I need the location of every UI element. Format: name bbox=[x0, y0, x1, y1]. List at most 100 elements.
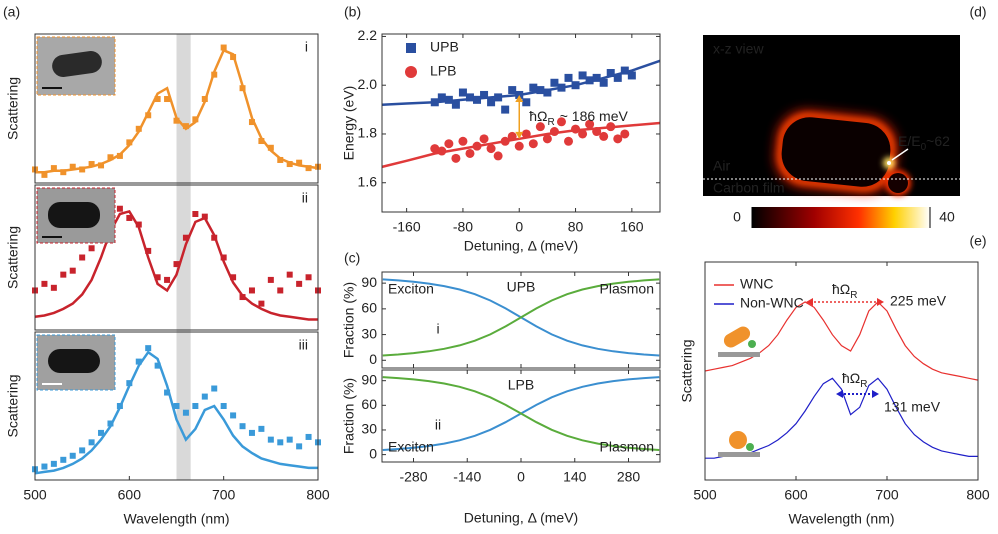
data-point bbox=[458, 88, 467, 97]
axis-box bbox=[34, 33, 319, 184]
data-point bbox=[286, 436, 293, 443]
data-point bbox=[88, 245, 95, 252]
splitting-value: 225 meV bbox=[890, 293, 947, 309]
subscript: R bbox=[548, 117, 555, 128]
y-tick-label: 2.0 bbox=[358, 76, 378, 92]
data-point bbox=[98, 162, 105, 169]
legend-marker bbox=[406, 43, 416, 53]
x-tick-label: 80 bbox=[568, 219, 584, 235]
x-tick-label: -280 bbox=[399, 469, 427, 485]
data-point bbox=[465, 148, 475, 158]
data-point bbox=[522, 98, 531, 107]
x-tick-label: 500 bbox=[23, 487, 47, 503]
data-point bbox=[88, 439, 95, 446]
fit-line bbox=[34, 350, 318, 475]
data-point bbox=[606, 69, 615, 78]
y-axis-label: Energy (eV) bbox=[341, 86, 357, 161]
axis-box bbox=[34, 331, 319, 481]
panel-label: (d) bbox=[969, 4, 986, 20]
data-point bbox=[578, 129, 588, 139]
data-point bbox=[296, 159, 303, 166]
data-point bbox=[458, 136, 468, 146]
data-point bbox=[536, 86, 545, 95]
data-point bbox=[164, 276, 171, 283]
data-point bbox=[41, 463, 48, 470]
data-point bbox=[220, 254, 227, 261]
data-point bbox=[50, 165, 57, 172]
data-point bbox=[564, 73, 573, 82]
data-point bbox=[606, 122, 616, 132]
subplot-title: UPB bbox=[507, 279, 536, 295]
data-point bbox=[430, 144, 440, 154]
data-point bbox=[88, 161, 95, 168]
text-part: ħΩ bbox=[529, 108, 547, 124]
data-point bbox=[258, 425, 265, 432]
x-tick-label: 800 bbox=[966, 487, 990, 503]
y-tick-label: 60 bbox=[361, 300, 377, 316]
legend-label: LPB bbox=[430, 63, 456, 79]
data-point bbox=[627, 71, 636, 80]
data-point bbox=[60, 271, 67, 278]
subplot-label: ii bbox=[435, 417, 441, 433]
data-point bbox=[508, 86, 517, 95]
data-point bbox=[549, 127, 559, 137]
splitting-value: 131 meV bbox=[884, 399, 941, 415]
x-tick-label: 800 bbox=[306, 487, 330, 503]
y-tick-label: 30 bbox=[361, 421, 377, 437]
data-point bbox=[98, 429, 105, 436]
y-axis-label: Fraction (%) bbox=[341, 282, 357, 358]
data-point bbox=[69, 163, 76, 170]
data-point bbox=[487, 98, 496, 107]
data-point bbox=[69, 452, 76, 459]
fit-line bbox=[34, 209, 318, 321]
data-point bbox=[267, 436, 274, 443]
data-point bbox=[592, 127, 602, 137]
x-tick-label: 0 bbox=[515, 219, 523, 235]
y-tick-label: 2.2 bbox=[358, 27, 378, 43]
data-point bbox=[126, 139, 133, 146]
text-part: ħΩ bbox=[832, 281, 850, 297]
text-part: ~62 bbox=[926, 133, 950, 149]
data-point bbox=[277, 156, 284, 163]
data-point bbox=[286, 271, 293, 278]
data-point bbox=[571, 124, 581, 134]
data-point bbox=[60, 456, 67, 463]
data-point bbox=[50, 284, 57, 291]
x-axis-label: Detuning, Δ (meV) bbox=[464, 510, 578, 526]
y-axis-label: Scattering bbox=[5, 226, 21, 289]
series-label: Plasmon bbox=[600, 439, 654, 455]
data-point bbox=[521, 129, 531, 139]
y-axis-label: Scattering bbox=[5, 77, 21, 140]
subplot-label: iii bbox=[299, 337, 308, 353]
data-point bbox=[305, 433, 312, 440]
y-tick-label: 0 bbox=[369, 445, 377, 461]
x-tick-label: 0 bbox=[517, 469, 525, 485]
view-label: x-z view bbox=[713, 41, 764, 57]
data-point bbox=[154, 96, 161, 103]
data-point bbox=[220, 44, 227, 51]
data-point bbox=[182, 234, 189, 241]
spectrum-line bbox=[705, 377, 978, 459]
x-tick-label: 600 bbox=[118, 487, 142, 503]
data-point bbox=[613, 134, 623, 144]
data-point bbox=[79, 447, 86, 454]
x-tick-label: 500 bbox=[693, 487, 717, 503]
fraction-line bbox=[382, 278, 660, 357]
data-point bbox=[192, 403, 199, 409]
colorbar-label: 40 bbox=[939, 209, 955, 225]
data-point bbox=[79, 254, 86, 261]
data-point bbox=[79, 166, 86, 173]
x-tick-label: 700 bbox=[875, 487, 899, 503]
data-point bbox=[543, 88, 552, 97]
subscript: 0 bbox=[921, 142, 927, 153]
y-axis-label: Scattering bbox=[679, 339, 695, 402]
y-axis-label: Fraction (%) bbox=[341, 378, 357, 454]
spectrum-line bbox=[704, 301, 979, 381]
data-point bbox=[50, 460, 57, 467]
subscript: R bbox=[860, 379, 867, 390]
data-point bbox=[116, 205, 123, 212]
data-point bbox=[239, 423, 246, 430]
data-point bbox=[305, 274, 312, 281]
fit-line bbox=[35, 48, 319, 174]
y-axis-label: Scattering bbox=[5, 374, 21, 437]
